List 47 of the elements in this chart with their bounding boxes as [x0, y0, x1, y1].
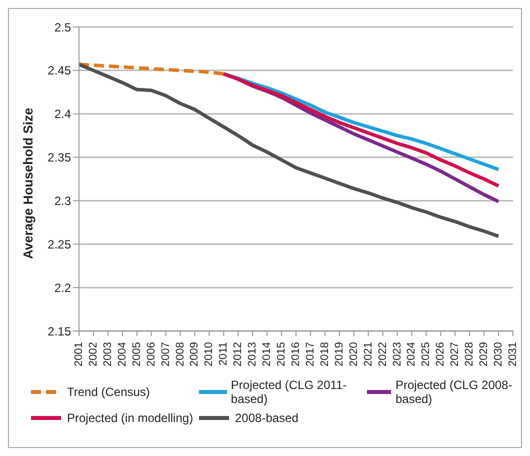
x-tick-label: 2014: [261, 342, 274, 366]
legend-label: Trend (Census): [67, 385, 150, 399]
y-tick-label: 2.15: [48, 324, 72, 338]
x-tick-label: 2023: [391, 342, 404, 366]
y-tick-label: 2.4: [54, 107, 72, 122]
x-tick-label: 2030: [492, 342, 505, 366]
y-axis-title: Average Household Size: [20, 108, 36, 259]
x-tick-label: 2009: [188, 342, 201, 366]
x-tick-label: 2018: [318, 342, 331, 366]
legend-label: Projected (CLG 2011-based): [230, 378, 348, 406]
x-tick-label: 2019: [333, 342, 346, 366]
legend-label: Projected (in modelling): [67, 411, 194, 425]
y-tick-label: 2.3: [54, 194, 72, 208]
x-tick-label: 2016: [290, 342, 302, 366]
x-tick-label: 2029: [478, 342, 490, 366]
x-tick-label: 2020: [348, 342, 360, 366]
x-tick-label: 2027: [449, 342, 462, 366]
x-tick-label: 2017: [304, 342, 316, 366]
x-tick-label: 2005: [130, 342, 143, 366]
x-tick-label: 2003: [102, 342, 114, 366]
legend-label: Projected (CLG 2008-based): [395, 378, 514, 406]
line-series: [77, 62, 226, 76]
x-tick-label: 2022: [376, 342, 389, 366]
x-tick-label: 2025: [420, 342, 432, 366]
x-tick-label: 2011: [218, 342, 230, 366]
x-tick-label: 2006: [145, 342, 158, 366]
y-tick-label: 2.45: [48, 64, 72, 78]
x-tick-label: 2031: [507, 342, 519, 366]
x-tick-label: 2004: [116, 342, 128, 366]
x-tick-label: 2010: [203, 342, 216, 366]
x-tick-label: 2015: [276, 342, 288, 366]
y-tick-label: 2.5: [54, 20, 72, 34]
x-tick-label: 2001: [73, 342, 85, 366]
x-tick-label: 2024: [406, 342, 418, 366]
x-tick-label: 2008: [174, 342, 186, 366]
x-tick-label: 2028: [464, 342, 476, 366]
x-tick-label: 2026: [434, 342, 447, 366]
y-tick-label: 2.35: [48, 150, 72, 165]
x-tick-label: 2002: [87, 342, 100, 366]
y-tick-label: 2.2: [54, 280, 72, 295]
legend-label: 2008-based: [235, 411, 298, 425]
x-tick-label: 2021: [362, 342, 374, 366]
x-tick-label: 2013: [246, 342, 259, 366]
line-series: [77, 62, 500, 238]
x-tick-label: 2007: [160, 342, 172, 366]
y-tick-label: 2.25: [48, 237, 72, 252]
x-tick-label: 2012: [232, 342, 244, 366]
